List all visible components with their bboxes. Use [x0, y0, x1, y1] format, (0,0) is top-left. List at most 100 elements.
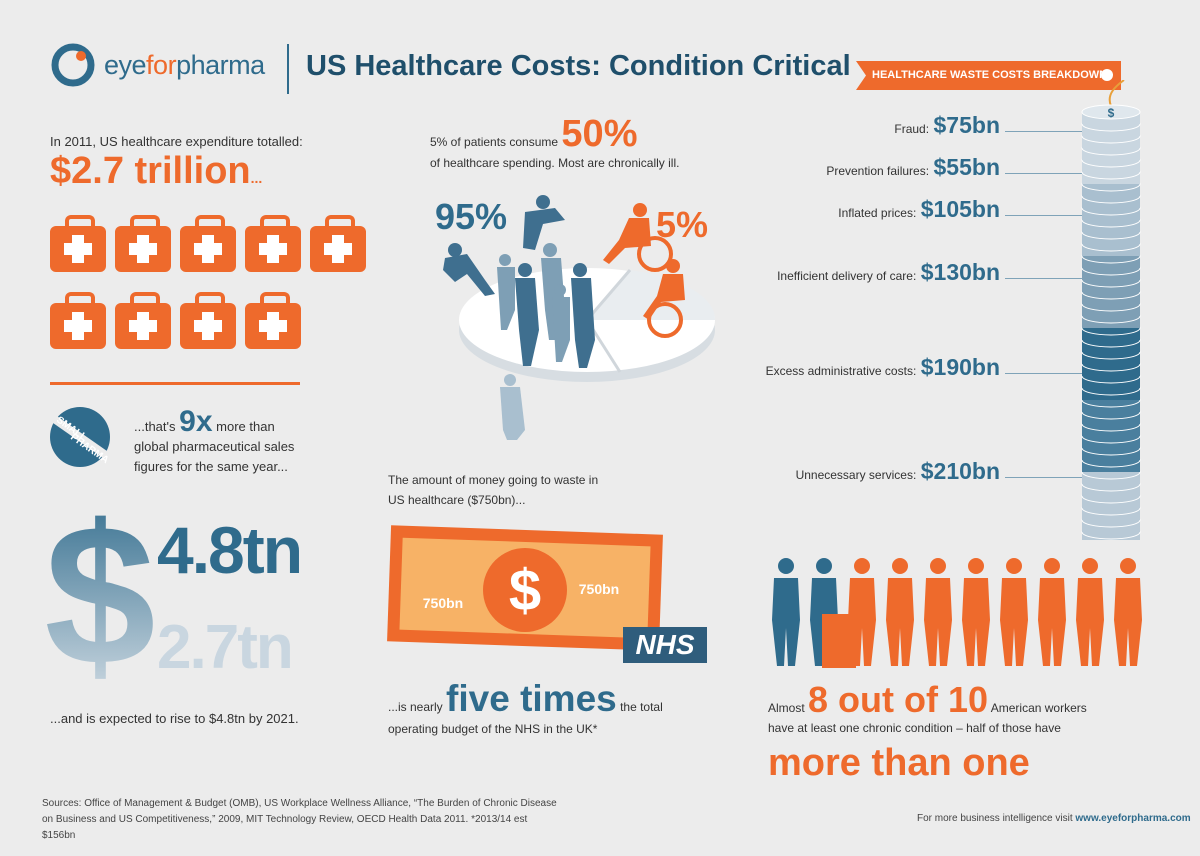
expenditure-value: $2.7 trillion... — [50, 150, 262, 193]
first-aid-kit-icon — [245, 215, 301, 272]
waste-breakdown-item: Excess administrative costs: $190bn — [766, 354, 1000, 381]
dollar-sign: $ — [44, 492, 155, 682]
logo-wordmark[interactable]: eyeforpharma — [104, 50, 265, 81]
patients-share: 50% — [561, 113, 638, 155]
patients-text: 5% of patients consume 50% of healthcare… — [430, 113, 730, 170]
patients-line2: of healthcare spending. Most are chronic… — [430, 156, 680, 170]
waste-item-label: Inflated prices: — [838, 206, 917, 220]
five-times-line2: operating budget of the NHS in the UK* — [388, 722, 598, 736]
waste-item-value: $55bn — [933, 154, 1000, 180]
waste-item-label: Inefficient delivery of care: — [777, 269, 917, 283]
footer-cta-text: For more business intelligence visit — [917, 813, 1073, 824]
chronic-worker-figure — [886, 558, 914, 666]
header-divider — [287, 44, 289, 94]
waste-text: The amount of money going to waste in US… — [388, 470, 648, 510]
desk — [822, 614, 856, 668]
chronic-worker-figure — [924, 558, 952, 666]
workers-stat: 8 out of 10 — [808, 679, 989, 720]
waste-item-value: $190bn — [920, 354, 1000, 380]
leader-line — [1005, 131, 1085, 132]
projection-note: ...and is expected to rise to $4.8tn by … — [50, 711, 299, 726]
banknote-value-left: 750bn — [423, 595, 463, 611]
patients-pie-illustration — [443, 195, 716, 440]
small-pharma-badge: SMALL PHARMA — [48, 407, 112, 467]
expenditure-amount: $2.7 trillion — [50, 150, 251, 192]
sources-note: Sources: Office of Management & Budget (… — [42, 796, 562, 844]
waste-item-value: $130bn — [920, 259, 1000, 285]
footer-url-link[interactable]: www.eyeforpharma.com — [1075, 813, 1191, 824]
logo-part-pharma: pharma — [176, 50, 265, 80]
five-times-emphasis: five times — [446, 678, 617, 719]
comparison-suffix: more than — [216, 419, 275, 434]
waste-item-label: Prevention failures: — [826, 164, 930, 178]
first-aid-kit-icon — [180, 215, 236, 272]
chronic-worker-figure — [1076, 558, 1104, 666]
chronic-worker-figure — [1000, 558, 1028, 666]
workers-illustration — [772, 558, 1142, 668]
chronic-worker-figure — [1114, 558, 1142, 666]
leader-line — [1005, 373, 1085, 374]
footer-cta: For more business intelligence visit www… — [917, 813, 1191, 824]
nhs-logo: NHS — [623, 627, 707, 663]
comparison-line3: figures for the same year... — [134, 459, 288, 474]
waste-item-label: Fraud: — [894, 122, 930, 136]
comparison-text: ...that's 9x more than global pharmaceut… — [134, 407, 295, 477]
waste-item-value: $210bn — [920, 458, 1000, 484]
patients-prefix: 5% of patients consume — [430, 135, 559, 149]
first-aid-kit-icon — [245, 292, 301, 349]
banknote-illustration: $ 750bn 750bn — [387, 525, 663, 651]
dollar-sign-graphic: $ — [44, 492, 155, 682]
waste-item-value: $105bn — [920, 196, 1000, 222]
projected-value: 4.8tn — [157, 513, 303, 587]
page-title: US Healthcare Costs: Condition Critical — [306, 50, 851, 82]
waste-breakdown-item: Inflated prices: $105bn — [838, 196, 1000, 223]
coin-stack-illustration: $ — [1081, 80, 1141, 540]
waste-item-label: Excess administrative costs: — [765, 364, 917, 378]
healthy-worker-figure — [772, 558, 800, 666]
coin-dollar-icon: $ — [1108, 106, 1115, 120]
first-aid-kit-icon — [50, 215, 106, 272]
chronic-worker-figure — [1038, 558, 1066, 666]
workers-line2: have at least one chronic condition – ha… — [768, 721, 1061, 735]
first-aid-kit-icon — [115, 215, 171, 272]
leader-line — [1005, 278, 1085, 279]
waste-line1: The amount of money going to waste in — [388, 473, 599, 487]
comparison-multiplier: 9x — [179, 405, 213, 438]
sources-line2: on Business and US Competitiveness,” 200… — [42, 814, 528, 841]
workers-suffix: American workers — [990, 701, 1087, 715]
leader-line — [1005, 173, 1085, 174]
comparison-line2: global pharmaceutical sales — [134, 439, 295, 454]
expenditure-ellipsis: ... — [250, 170, 263, 186]
workers-emphasis: more than one — [768, 742, 1030, 784]
first-aid-kit-icon — [115, 292, 171, 349]
waste-breakdown-item: Fraud: $75bn — [894, 112, 1000, 139]
majority-percentage: 95% — [435, 196, 508, 237]
waste-breakdown-item: Prevention failures: $55bn — [826, 154, 1000, 181]
waste-breakdown-item: Unnecessary services: $210bn — [796, 458, 1000, 485]
leader-line — [1005, 215, 1085, 216]
banknote-dollar-symbol: $ — [509, 558, 541, 623]
expenditure-label: In 2011, US healthcare expenditure total… — [50, 134, 303, 149]
workers-text: Almost 8 out of 10 American workers have… — [768, 682, 1188, 738]
five-times-text: ...is nearly five times the total operat… — [388, 680, 728, 740]
five-times-suffix: the total — [620, 700, 663, 714]
chronic-worker-figure — [962, 558, 990, 666]
first-aid-kit-icon — [50, 292, 106, 349]
section-divider — [50, 382, 300, 385]
waste-item-label: Unnecessary services: — [795, 468, 917, 482]
coin-face — [1081, 104, 1141, 120]
comparison-prefix: ...that's — [134, 419, 176, 434]
logo-part-for: for — [146, 50, 177, 80]
tag-string — [1108, 80, 1125, 107]
logo-part-eye: eye — [104, 50, 147, 80]
eyeforpharma-logo-icon — [51, 43, 95, 87]
waste-line2: US healthcare ($750bn)... — [388, 493, 526, 507]
banknote-value-right: 750bn — [579, 581, 619, 597]
waste-item-value: $75bn — [933, 112, 1000, 138]
waste-breakdown-banner: HEALTHCARE WASTE COSTS BREAKDOWN — [856, 61, 1121, 90]
waste-breakdown-item: Inefficient delivery of care: $130bn — [777, 259, 1000, 286]
minority-percentage: 5% — [656, 204, 709, 245]
five-times-prefix: ...is nearly — [388, 700, 443, 714]
sources-line1: Sources: Office of Management & Budget (… — [42, 798, 557, 809]
first-aid-kit-icon — [180, 292, 236, 349]
